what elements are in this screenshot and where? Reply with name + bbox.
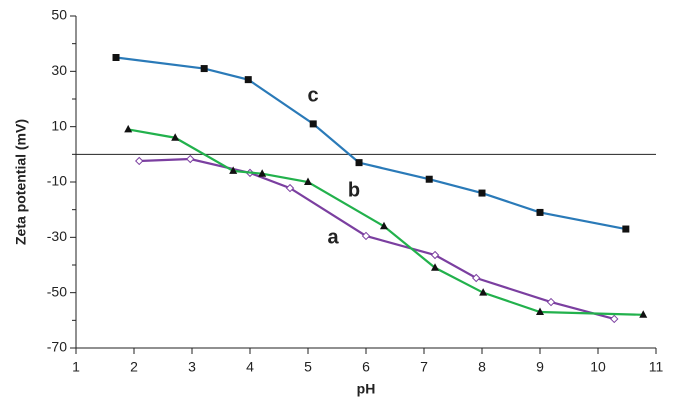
marker (431, 263, 440, 271)
series-line (115, 56, 627, 231)
marker (258, 169, 267, 177)
x-tick-label: 4 (246, 359, 254, 375)
series-line (128, 128, 644, 316)
marker (200, 65, 208, 73)
y-tick-label: -30 (47, 228, 67, 244)
marker (478, 189, 486, 197)
y-tick-label: -70 (47, 339, 67, 355)
marker (285, 183, 295, 193)
marker (112, 54, 120, 61)
y-tick-label: -50 (47, 283, 67, 299)
marker (135, 156, 144, 166)
marker (471, 273, 481, 283)
y-tick-label: 10 (51, 117, 67, 133)
x-tick-label: 6 (362, 359, 370, 375)
marker (639, 310, 648, 318)
x-tick-label: 5 (304, 359, 312, 375)
marker (244, 76, 252, 84)
x-tick-label: 1 (72, 359, 80, 375)
marker (430, 250, 440, 260)
marker (479, 288, 488, 296)
x-tick-label: 3 (188, 359, 196, 375)
series-label: b (348, 179, 360, 201)
marker (536, 307, 544, 316)
x-tick-label: 9 (536, 359, 544, 375)
marker (355, 159, 363, 167)
x-tick-label: 2 (130, 359, 138, 375)
marker (229, 166, 238, 174)
marker (186, 154, 195, 164)
marker (425, 175, 433, 183)
x-tick-label: 11 (649, 359, 664, 375)
marker (309, 120, 317, 128)
x-tick-label: 7 (420, 359, 428, 375)
series-label: a (327, 226, 339, 248)
marker (361, 231, 371, 241)
y-tick-label: 30 (51, 62, 67, 78)
marker (610, 314, 619, 324)
marker (304, 177, 312, 185)
marker (546, 297, 556, 307)
marker (622, 225, 630, 233)
marker (536, 208, 544, 216)
y-tick-label: 50 (51, 7, 67, 23)
marker (379, 221, 388, 230)
x-tick-label: 8 (478, 359, 486, 375)
marker (171, 133, 180, 141)
y-tick-label: -10 (47, 173, 67, 189)
series-label: c (307, 84, 318, 106)
series-line (139, 157, 615, 321)
x-axis-title: pH (357, 381, 376, 397)
marker (124, 124, 133, 133)
y-axis-title: Zeta potential (mV) (13, 119, 29, 245)
x-tick-label: 10 (590, 359, 606, 375)
